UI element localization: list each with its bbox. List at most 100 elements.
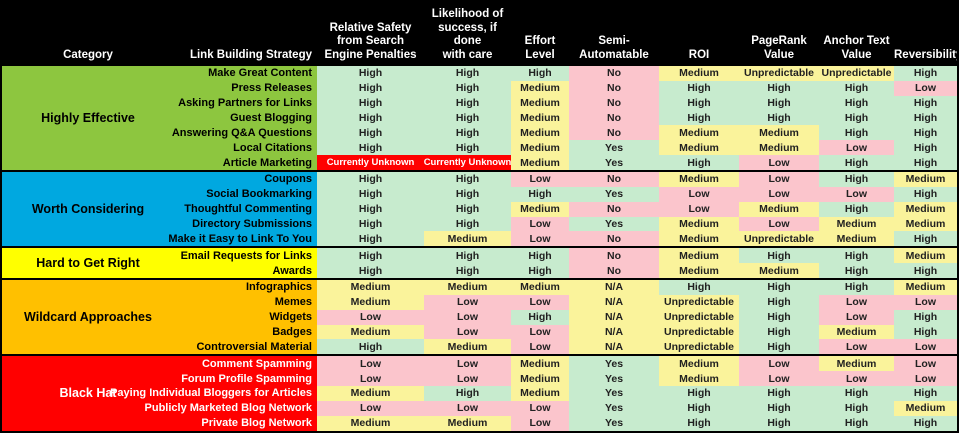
value-cell-widgets-pagerank: High (739, 309, 819, 325)
value-cell-coupons-roi: Medium (659, 172, 739, 187)
value-cell-article-marketing-roi: High (659, 155, 739, 171)
value-cell-badges-reversibility: High (894, 324, 957, 340)
value-cell-email-requests-for-links-reversibility: Medium (894, 248, 957, 264)
header-cell-roi: ROI (688, 48, 710, 61)
value-cell-email-requests-for-links-pagerank: High (739, 248, 819, 264)
value-cell-awards-roi: Medium (659, 263, 739, 279)
value-cell-social-bookmarking-anchor-text: Low (819, 186, 894, 202)
value-cell-coupons-safety: High (317, 172, 424, 187)
strategy-cell-widgets: Widgets (174, 309, 317, 325)
value-cell-thoughtful-commenting-effort: Medium (511, 201, 569, 217)
value-cell-article-marketing-reversibility: High (894, 155, 957, 171)
value-cell-make-it-easy-to-link-to-you-reversibility: High (894, 231, 957, 247)
strategy-cell-email-requests-for-links: Email Requests for Links (174, 248, 317, 264)
value-cell-directory-submissions-safety: High (317, 216, 424, 232)
value-cell-infographics-likelihood: Medium (424, 280, 511, 295)
category-cell-hard-to-get-right: Hard to Get Right (2, 248, 174, 279)
strategy-cell-badges: Badges (174, 324, 317, 340)
value-cell-answering-q-a-questions-reversibility: High (894, 125, 957, 141)
value-cell-widgets-reversibility: High (894, 309, 957, 325)
value-cell-make-it-easy-to-link-to-you-roi: Medium (659, 231, 739, 247)
header-cell-reversibility: Reversibility (894, 48, 959, 61)
value-cell-awards-pagerank: Medium (739, 263, 819, 279)
value-cell-paying-individual-bloggers-for-articles-semi-automatable: Yes (569, 386, 659, 401)
value-cell-local-citations-anchor-text: Low (819, 140, 894, 156)
value-cell-memes-safety: Medium (317, 294, 424, 310)
value-cell-coupons-semi-automatable: No (569, 172, 659, 187)
header-cell-likelihood: Likelihood of success, if done with care (431, 8, 504, 61)
value-cell-publicly-marketed-blog-network-effort: Low (511, 400, 569, 416)
category-cell-black-hat: Black Hat (2, 356, 174, 431)
value-cell-controversial-material-anchor-text: Low (819, 339, 894, 355)
value-cell-private-blog-network-anchor-text: High (819, 415, 894, 431)
value-cell-forum-profile-spamming-reversibility: Low (894, 371, 957, 387)
strategy-cell-directory-submissions: Directory Submissions (174, 216, 317, 232)
table-body: Highly Effective Make Great Content High Hi… (2, 66, 957, 431)
value-cell-memes-anchor-text: Low (819, 294, 894, 310)
value-cell-comment-spamming-anchor-text: Medium (819, 356, 894, 372)
value-cell-social-bookmarking-reversibility: High (894, 186, 957, 202)
value-cell-article-marketing-anchor-text: High (819, 155, 894, 171)
strategy-cell-make-it-easy-to-link-to-you: Make it Easy to Link To You (168, 231, 317, 247)
value-cell-guest-blogging-roi: High (659, 110, 739, 126)
value-cell-make-great-content-semi-automatable: No (569, 66, 659, 81)
value-cell-email-requests-for-links-likelihood: High (424, 248, 511, 264)
value-cell-make-great-content-safety: High (317, 66, 424, 81)
value-cell-email-requests-for-links-safety: High (317, 248, 424, 264)
value-cell-press-releases-roi: High (659, 80, 739, 96)
value-cell-paying-individual-bloggers-for-articles-reversibility: High (894, 386, 957, 401)
value-cell-coupons-pagerank: Low (739, 172, 819, 187)
value-cell-private-blog-network-effort: Low (511, 415, 569, 431)
value-cell-badges-effort: Low (511, 324, 569, 340)
value-cell-press-releases-reversibility: Low (894, 80, 957, 96)
value-cell-comment-spamming-pagerank: Low (739, 356, 819, 372)
value-cell-controversial-material-safety: High (317, 339, 424, 355)
value-cell-article-marketing-likelihood: Currently Unknown (423, 155, 512, 171)
value-cell-local-citations-safety: High (317, 140, 424, 156)
value-cell-awards-reversibility: High (894, 263, 957, 279)
value-cell-social-bookmarking-effort: High (511, 186, 569, 202)
value-cell-asking-partners-for-links-likelihood: High (424, 95, 511, 111)
value-cell-answering-q-a-questions-semi-automatable: No (569, 125, 659, 141)
value-cell-thoughtful-commenting-semi-automatable: No (569, 201, 659, 217)
value-cell-paying-individual-bloggers-for-articles-likelihood: High (424, 386, 511, 401)
value-cell-make-it-easy-to-link-to-you-effort: Low (511, 231, 569, 247)
value-cell-guest-blogging-reversibility: High (894, 110, 957, 126)
value-cell-make-great-content-likelihood: High (424, 66, 511, 81)
value-cell-paying-individual-bloggers-for-articles-anchor-text: High (819, 386, 894, 401)
value-cell-local-citations-semi-automatable: Yes (569, 140, 659, 156)
value-cell-directory-submissions-roi: Medium (659, 216, 739, 232)
value-cell-awards-likelihood: High (424, 263, 511, 279)
strategy-cell-guest-blogging: Guest Blogging (174, 110, 317, 126)
value-cell-social-bookmarking-likelihood: High (424, 186, 511, 202)
strategy-cell-coupons: Coupons (174, 172, 317, 187)
value-cell-local-citations-pagerank: Medium (739, 140, 819, 156)
value-cell-answering-q-a-questions-safety: High (317, 125, 424, 141)
value-cell-make-great-content-anchor-text: Unpredictable (819, 66, 894, 81)
value-cell-infographics-safety: Medium (317, 280, 424, 295)
value-cell-local-citations-likelihood: High (424, 140, 511, 156)
value-cell-directory-submissions-reversibility: Medium (894, 216, 957, 232)
value-cell-widgets-anchor-text: Low (819, 309, 894, 325)
table-header-row: Category Link Building Strategy Relative S… (2, 2, 957, 66)
value-cell-awards-semi-automatable: No (569, 263, 659, 279)
value-cell-badges-safety: Medium (317, 324, 424, 340)
value-cell-publicly-marketed-blog-network-likelihood: Low (424, 400, 511, 416)
value-cell-awards-anchor-text: High (819, 263, 894, 279)
value-cell-make-it-easy-to-link-to-you-safety: High (317, 231, 424, 247)
value-cell-answering-q-a-questions-anchor-text: High (819, 125, 894, 141)
value-cell-forum-profile-spamming-roi: Medium (659, 371, 739, 387)
value-cell-forum-profile-spamming-effort: Medium (511, 371, 569, 387)
value-cell-forum-profile-spamming-anchor-text: Low (819, 371, 894, 387)
value-cell-article-marketing-safety: Currently Unknown (317, 155, 424, 171)
value-cell-coupons-reversibility: Medium (894, 172, 957, 187)
value-cell-forum-profile-spamming-likelihood: Low (424, 371, 511, 387)
strategy-cell-infographics: Infographics (174, 280, 317, 295)
value-cell-badges-pagerank: High (739, 324, 819, 340)
value-cell-infographics-anchor-text: High (819, 280, 894, 295)
value-cell-comment-spamming-semi-automatable: Yes (569, 356, 659, 372)
value-cell-private-blog-network-safety: Medium (317, 415, 424, 431)
value-cell-paying-individual-bloggers-for-articles-pagerank: High (739, 386, 819, 401)
value-cell-comment-spamming-reversibility: Low (894, 356, 957, 372)
value-cell-infographics-effort: Medium (511, 280, 569, 295)
